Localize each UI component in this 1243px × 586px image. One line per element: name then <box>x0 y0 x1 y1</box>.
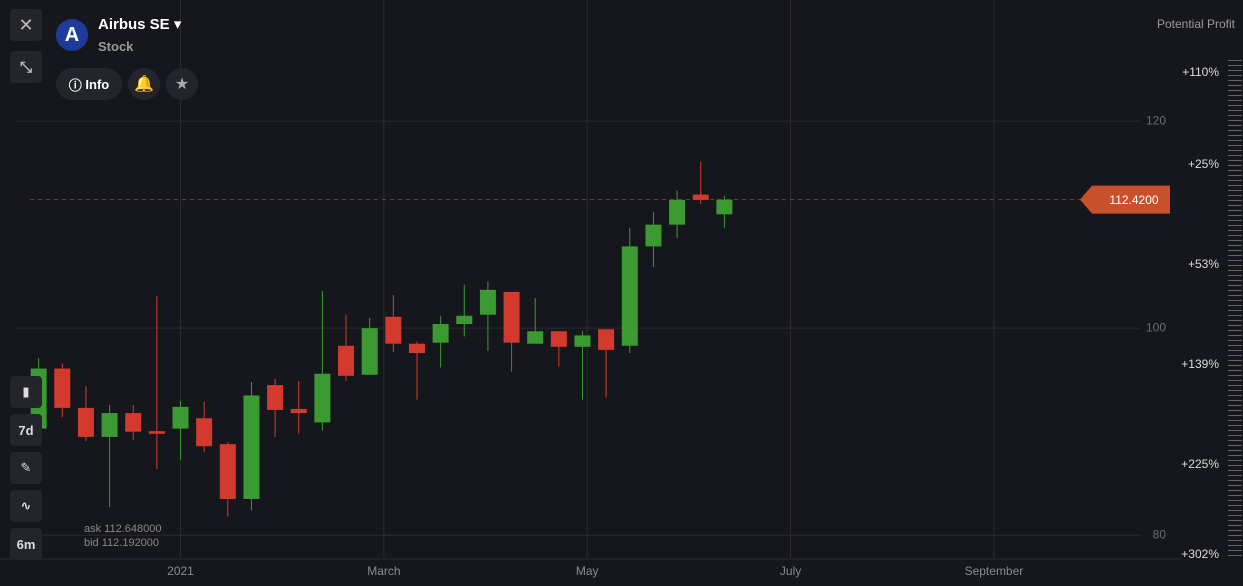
candle-body <box>148 431 165 434</box>
x-tick-label: July <box>780 564 801 578</box>
potential-profit-title: Potential Profit <box>1156 17 1235 31</box>
indicator-button[interactable]: ∿ <box>10 490 42 522</box>
logo: A <box>56 19 88 51</box>
info-button[interactable]: ⓘ Info <box>56 68 122 100</box>
favorite-button[interactable]: ★ <box>166 68 198 100</box>
candle-body <box>550 331 567 347</box>
quote: ask 112.648000 bid 112.192000 <box>84 522 161 550</box>
profit-label: +225% <box>1181 457 1219 471</box>
x-tick-label: May <box>576 564 599 578</box>
profit-label: +25% <box>1188 157 1219 171</box>
candle-body <box>243 395 260 499</box>
interval-button[interactable]: 7d <box>10 414 42 446</box>
candle-body <box>101 413 118 437</box>
draw-button[interactable]: ✎ <box>10 452 42 484</box>
candle-body <box>432 324 449 343</box>
candle-body <box>408 343 425 354</box>
candle-body <box>669 199 686 225</box>
profit-label: +139% <box>1181 357 1219 371</box>
ask: ask 112.648000 <box>84 523 162 535</box>
candle-body <box>77 407 94 437</box>
alert-button[interactable]: 🔔 <box>128 68 160 100</box>
info-label[interactable]: Info <box>85 76 110 92</box>
x-tick-label: 2021 <box>167 564 194 578</box>
profit-ruler <box>1228 60 1242 560</box>
candle-body <box>621 246 638 346</box>
candle-body <box>338 345 355 376</box>
profit-label: +53% <box>1188 257 1219 271</box>
candle-body <box>716 199 733 215</box>
x-tick-label: March <box>367 564 400 578</box>
candle-body <box>385 316 402 344</box>
collapse-button[interactable]: ⤡ <box>10 51 42 83</box>
candle-body <box>314 373 331 423</box>
range-button[interactable]: 6m <box>10 528 42 560</box>
chart-type-button[interactable]: ▮ <box>10 376 42 408</box>
candle-body <box>574 335 591 347</box>
bid: bid 112.192000 <box>84 537 160 549</box>
candle-body <box>456 315 473 325</box>
candle-body <box>172 406 189 429</box>
candle-body <box>219 444 236 499</box>
candle-body <box>125 413 142 432</box>
x-tick-label: September <box>965 564 1024 578</box>
candle-body <box>645 224 662 247</box>
candle-body <box>196 418 213 447</box>
y-tick-label: 100 <box>1146 320 1166 334</box>
candle-body <box>527 331 544 344</box>
candle-body <box>361 328 378 375</box>
y-tick-label: 120 <box>1146 113 1166 127</box>
asset-title[interactable]: Airbus SE ▾ <box>98 16 182 33</box>
profit-label: +110% <box>1182 65 1219 79</box>
candle-body <box>267 385 284 410</box>
asset-type: Stock <box>98 39 134 54</box>
candle-body <box>598 329 615 350</box>
close-button[interactable]: ✕ <box>10 9 42 41</box>
y-tick-label: 80 <box>1153 527 1167 541</box>
candle-body <box>290 408 307 414</box>
candle-body <box>479 289 496 315</box>
asset-name[interactable]: Airbus SE <box>98 16 170 33</box>
candle-body <box>503 291 520 343</box>
candle-body <box>54 368 71 408</box>
profit-label: +302% <box>1181 547 1219 561</box>
price-tag <box>1080 185 1170 214</box>
price-label: 112.4200 <box>1109 193 1158 207</box>
candle-body <box>692 194 709 200</box>
